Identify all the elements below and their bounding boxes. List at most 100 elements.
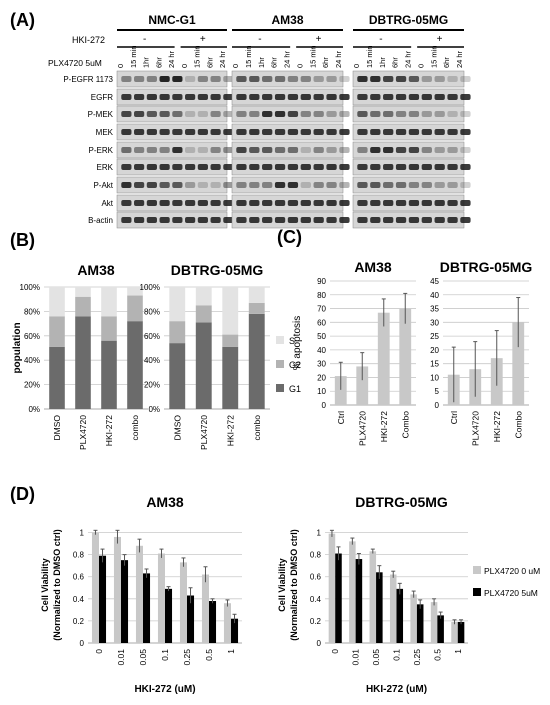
lane-label: 15 min [244, 45, 253, 68]
y-tick-label: 45 [430, 277, 439, 286]
blot-band [236, 200, 247, 206]
panel-label-b: (B) [10, 230, 35, 250]
blot-band [357, 94, 368, 100]
blot-band [287, 217, 299, 223]
apoptosis-bar [512, 322, 525, 405]
x-tick-label: 0 [94, 649, 104, 654]
blot-band [339, 164, 350, 170]
blot-band [210, 147, 221, 153]
blot-band [236, 182, 247, 188]
bar-g1 [222, 346, 239, 409]
bar-g2 [169, 321, 186, 344]
hki-minus: - [379, 34, 382, 45]
blot-band [383, 164, 394, 170]
blot-band [434, 147, 445, 153]
blot-band [172, 200, 183, 206]
blot-band [434, 217, 445, 223]
blot-band [185, 111, 196, 117]
lane-label: 15 min [193, 45, 202, 68]
y-tick-label: 0% [148, 405, 160, 414]
viability-bar-plx4720-0-um [157, 553, 165, 643]
viability-bar-plx4720-0-um [369, 551, 377, 643]
blot-band [421, 182, 432, 188]
blot-band [287, 182, 299, 188]
blot-band [447, 111, 458, 117]
bar-g1 [127, 321, 143, 409]
blot-band [421, 147, 432, 153]
x-axis-label: HKI-272 (uM) [366, 684, 427, 695]
lane-label: 15 min [429, 45, 438, 68]
y-tick-label: 90 [317, 277, 326, 286]
x-tick-label: 0.05 [371, 649, 381, 666]
lane-label: 24 hr [404, 50, 413, 68]
blot-band [395, 129, 407, 135]
blot-band [300, 164, 311, 170]
blot-band [370, 129, 381, 135]
x-tick-label: 0.01 [351, 649, 361, 666]
blot-band [357, 111, 368, 117]
blot-band [300, 76, 311, 82]
y-tick-label: 40 [430, 291, 439, 300]
lane-label: 24 hr [218, 50, 227, 68]
blot-band [172, 76, 183, 82]
blot-band [146, 200, 157, 206]
blot-band [408, 200, 420, 206]
blot-row-label: P-Akt [93, 181, 113, 190]
blot-band [197, 111, 208, 117]
x-tick-label: combo [130, 415, 140, 441]
blot-band [134, 94, 145, 100]
blot-band [326, 217, 337, 223]
blot-strip [352, 105, 465, 123]
blot-band [146, 217, 157, 223]
blot-band [460, 129, 471, 135]
y-tick-label: 30 [430, 318, 439, 327]
bar-g2 [49, 316, 65, 347]
blot-band [159, 111, 170, 117]
y-tick-label: 0.8 [310, 551, 322, 560]
blot-band [121, 217, 132, 223]
blot-band [185, 147, 196, 153]
y-tick-label: 10 [317, 387, 326, 396]
x-tick-label: PLX4720 [199, 415, 209, 450]
blot-band [172, 129, 183, 135]
blot-band [185, 217, 196, 223]
blot-band [383, 111, 394, 117]
panel-label-d: (D) [10, 484, 35, 504]
blot-band [357, 200, 368, 206]
blot-band [274, 76, 286, 82]
y-tick-label: 80 [317, 291, 326, 300]
blot-band [383, 200, 394, 206]
blot-row-label: P-ERK [89, 146, 114, 155]
x-tick-label: 0.1 [392, 649, 402, 661]
blot-band [274, 129, 286, 135]
blot-band [223, 147, 234, 153]
blot-band [223, 200, 234, 206]
y-tick-label: 0 [322, 401, 327, 410]
blot-band [134, 164, 145, 170]
blot-band [370, 182, 381, 188]
bar-s [49, 287, 65, 317]
y-tick-label: 80% [24, 307, 40, 316]
blot-band [172, 164, 183, 170]
blot-band [357, 129, 368, 135]
blot-band [434, 129, 445, 135]
y-tick-label: 40 [317, 346, 326, 355]
blot-band [339, 94, 350, 100]
blot-band [326, 147, 337, 153]
legend-swatch-g2 [276, 360, 284, 368]
blot-band [326, 200, 337, 206]
lane-label: 0 [180, 64, 189, 68]
blot-band [300, 200, 311, 206]
blot-band [447, 182, 458, 188]
blot-band [460, 164, 471, 170]
x-tick-label: 0.5 [432, 649, 442, 661]
legend-swatch-plx4720-5um [473, 588, 481, 596]
blot-band [300, 111, 311, 117]
viability-bar-plx4720-5um [416, 604, 424, 643]
viability-bar-plx4720-0-um [135, 545, 143, 643]
x-tick-label: 1 [453, 649, 463, 654]
x-tick-label: HKI-272 [104, 415, 114, 446]
blot-band [146, 129, 157, 135]
blot-band [197, 147, 208, 153]
